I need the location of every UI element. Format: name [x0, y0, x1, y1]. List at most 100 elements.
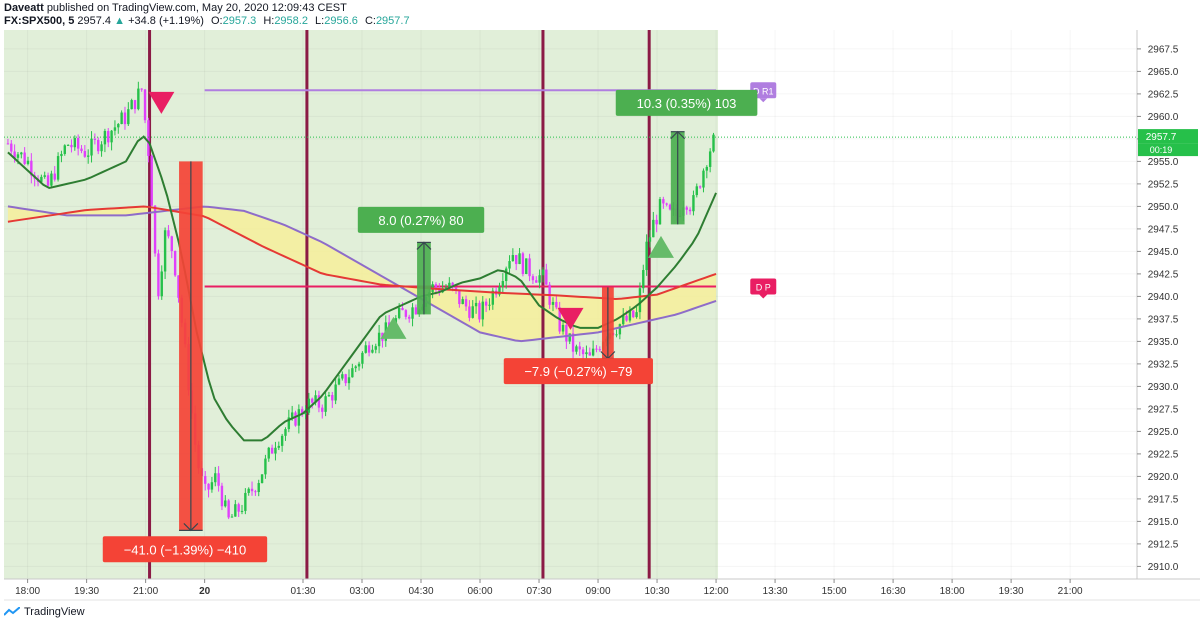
candle-body [451, 282, 454, 288]
candle-body [484, 301, 488, 306]
candle-body [90, 138, 93, 156]
candle-body [257, 483, 260, 493]
candle-body [545, 269, 548, 285]
price-tick-label: 2942.5 [1148, 269, 1179, 280]
candle-body [290, 412, 294, 418]
candle-body [50, 173, 53, 186]
candle-body [327, 395, 331, 397]
candle-body [321, 407, 324, 412]
candle-body [354, 366, 357, 369]
tradingview-logo-icon [4, 607, 20, 616]
candle-body [297, 409, 301, 426]
candle-body [30, 160, 33, 176]
candle-body [361, 352, 364, 364]
price-tick-label: 2935.0 [1148, 337, 1179, 348]
candle-body [538, 275, 541, 283]
candle-body [581, 349, 585, 355]
candle-body [414, 307, 418, 315]
candle-body [712, 134, 715, 152]
candle-body [234, 504, 237, 517]
candle-body [113, 127, 117, 131]
time-tick-label: 06:00 [468, 586, 493, 597]
candle-body [314, 395, 317, 403]
candle-body [280, 435, 284, 446]
time-axis[interactable]: 18:00 19:30 21:00 20 01:30 03:00 04:30 06:00 07:… [4, 578, 1200, 601]
time-tick-label: 19:30 [999, 586, 1024, 597]
price-tick-label: 2960.0 [1148, 112, 1179, 123]
trade-label-bg[interactable] [102, 536, 268, 563]
candle-body [240, 510, 244, 512]
candle-body [464, 299, 468, 307]
candle-body [250, 488, 254, 492]
candle-body [331, 395, 334, 401]
candle-body [688, 209, 692, 212]
candle-body [655, 219, 658, 225]
time-tick-label: 18:00 [940, 586, 965, 597]
open-label: O: [210, 15, 223, 27]
trade-markers[interactable]: −41.0 (−1.39%) −410 8.0 (0.27%) 80 −7.9 (−… [102, 89, 758, 563]
high-value: 2958.2 [274, 15, 308, 27]
publish-info: Daveatt published on TradingView.com, Ma… [4, 2, 347, 14]
price-axis-bg [1137, 30, 1200, 579]
candle-body [217, 473, 220, 486]
candle-body [80, 148, 83, 152]
time-tick-label: 21:00 [133, 586, 158, 597]
footer-brand[interactable]: TradingView [24, 606, 85, 618]
time-tick-label: 10:30 [645, 586, 670, 597]
candle-body [628, 310, 632, 321]
candle-body [618, 324, 622, 335]
session-lines [148, 30, 651, 579]
pivot-badge-bg [750, 278, 777, 295]
candle-body [622, 315, 625, 325]
candle-body [160, 271, 163, 297]
candle-body [344, 374, 347, 384]
trade-label-bg[interactable] [357, 206, 485, 233]
candle-body [521, 253, 525, 274]
price-tick-label: 2965.0 [1148, 67, 1179, 78]
candle-body [504, 268, 508, 282]
candle-body [284, 429, 287, 436]
candle-body [518, 253, 521, 265]
candle-body [287, 417, 291, 430]
price-axis[interactable]: 2910.0 2912.5 2915.0 2917.5 2920.0 2922.5 2925… [1136, 30, 1200, 579]
trade-label-bg[interactable] [615, 89, 758, 116]
cloud-fill [7, 206, 717, 342]
slow-ma-line [7, 205, 717, 300]
publisher-name[interactable]: Daveatt [4, 2, 44, 14]
candle-body [561, 324, 565, 332]
candle-body [173, 251, 177, 276]
candle-body [571, 333, 575, 352]
candle-body [565, 324, 568, 342]
symbol-legend: FX:SPX500, 5 2957.4 ▲ +34.8 (+1.19%) O:2… [4, 15, 410, 27]
price-tick-label: 2947.5 [1148, 224, 1179, 235]
price-tick-label: 2915.0 [1148, 517, 1179, 528]
candle-body [163, 230, 167, 272]
time-tick-label: 20 [199, 586, 211, 597]
candle-body [638, 288, 642, 313]
candle-body [56, 156, 60, 180]
symbol-name[interactable]: FX:SPX500, 5 [4, 15, 75, 27]
candle-body [270, 447, 274, 454]
candle-body [404, 310, 408, 317]
candle-body [324, 396, 327, 412]
candle-body [224, 500, 227, 507]
candle-body [97, 139, 100, 152]
candle-body [46, 175, 50, 186]
candle-body [535, 280, 538, 283]
candle-body [237, 504, 240, 512]
candle-body [86, 155, 90, 157]
candle-body [658, 199, 662, 225]
trade-label-bg[interactable] [503, 358, 653, 385]
time-tick-label: 01:30 [290, 586, 315, 597]
candle-body [214, 473, 217, 483]
candle-body [40, 176, 43, 182]
candle-body [167, 230, 170, 237]
candle-body [26, 160, 30, 164]
candle-body [73, 137, 77, 148]
low-value: 2956.6 [324, 15, 358, 27]
candle-body [267, 447, 270, 459]
price-tick-label: 2917.5 [1148, 494, 1179, 505]
price-tick-label: 2962.5 [1148, 89, 1179, 100]
candle-body [397, 307, 401, 319]
